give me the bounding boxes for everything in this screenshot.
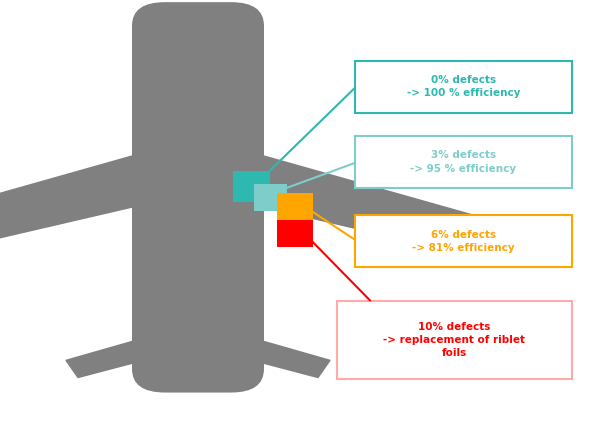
FancyBboxPatch shape — [337, 301, 572, 379]
Polygon shape — [222, 146, 486, 253]
Text: 0% defects
-> 100 % efficiency: 0% defects -> 100 % efficiency — [407, 75, 520, 99]
FancyBboxPatch shape — [355, 215, 572, 267]
FancyBboxPatch shape — [277, 193, 313, 220]
Polygon shape — [0, 146, 174, 253]
Polygon shape — [204, 326, 330, 378]
FancyBboxPatch shape — [277, 220, 313, 247]
Text: 3% defects
-> 95 % efficiency: 3% defects -> 95 % efficiency — [410, 150, 517, 174]
FancyBboxPatch shape — [355, 136, 572, 188]
FancyBboxPatch shape — [233, 171, 270, 202]
Text: 10% defects
-> replacement of riblet
foils: 10% defects -> replacement of riblet foi… — [383, 322, 526, 358]
FancyBboxPatch shape — [132, 2, 264, 393]
FancyBboxPatch shape — [254, 184, 287, 211]
FancyBboxPatch shape — [355, 61, 572, 113]
Text: 6% defects
-> 81% efficiency: 6% defects -> 81% efficiency — [412, 230, 515, 253]
Polygon shape — [66, 326, 192, 378]
